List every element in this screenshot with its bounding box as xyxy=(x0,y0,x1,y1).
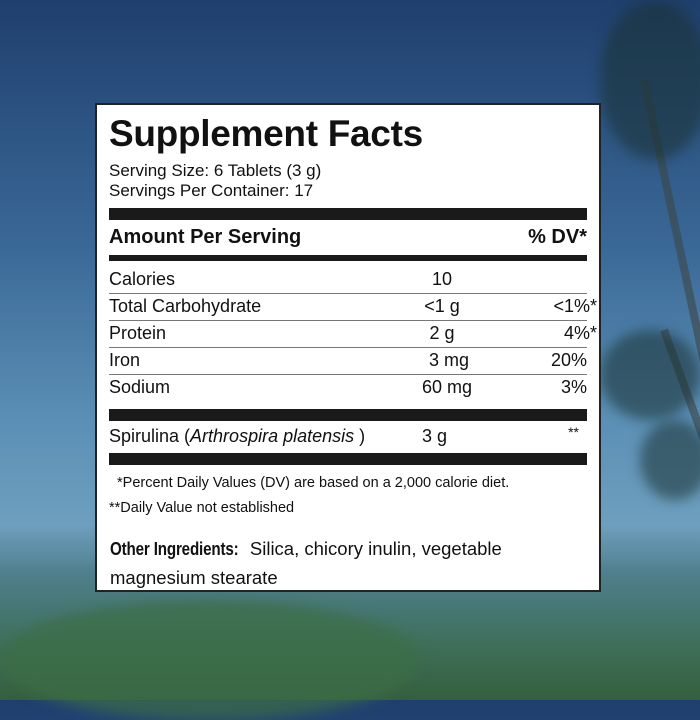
nutrient-dv: 3% xyxy=(560,377,587,397)
spirulina-amount: 3 g xyxy=(422,426,448,446)
spirulina-dv: ** xyxy=(568,424,579,440)
nutrient-dv: <1%* xyxy=(553,296,597,316)
row-rule xyxy=(109,347,587,348)
nutrient-amount: 2 g xyxy=(429,323,455,343)
nutrient-amount: 60 mg xyxy=(421,377,473,397)
amount-per-serving-header: Amount Per Serving xyxy=(109,226,302,248)
row-rule xyxy=(109,374,587,375)
other-ingredients-line2: magnesium stearate xyxy=(110,567,278,588)
nutrient-name: Calories xyxy=(109,269,176,289)
divider xyxy=(109,409,587,421)
other-ingredients: Other Ingredients: Silica, chicory inuli… xyxy=(110,538,502,559)
nutrient-name: Sodium xyxy=(109,377,171,397)
nutrient-amount: 10 xyxy=(431,269,453,289)
row-rule xyxy=(109,320,587,321)
nutrient-amount: 3 mg xyxy=(428,350,470,370)
servings-per-container: Servings Per Container: 17 xyxy=(109,181,314,200)
footnote-dv: *Percent Daily Values (DV) are based on … xyxy=(117,475,510,491)
footnote-not-established: **Daily Value not established xyxy=(109,500,295,516)
panel-title: Supplement Facts xyxy=(109,113,423,154)
divider xyxy=(109,453,587,465)
divider xyxy=(109,255,587,261)
nutrient-name: Protein xyxy=(109,323,167,343)
supplement-facts-panel: Supplement Facts Serving Size: 6 Tablets… xyxy=(95,103,601,592)
nutrient-dv: 4%* xyxy=(563,323,597,343)
nutrient-name: Iron xyxy=(109,350,141,370)
nutrient-name: Total Carbohydrate xyxy=(109,296,262,316)
serving-size: Serving Size: 6 Tablets (3 g) xyxy=(109,161,322,180)
divider xyxy=(109,208,587,220)
row-rule xyxy=(109,293,587,294)
nutrient-amount: <1 g xyxy=(424,296,460,316)
dv-header: % DV* xyxy=(528,226,587,248)
spirulina-name: Spirulina (Arthrospira platensis ) xyxy=(109,426,366,446)
nutrient-dv: 20% xyxy=(550,350,587,370)
